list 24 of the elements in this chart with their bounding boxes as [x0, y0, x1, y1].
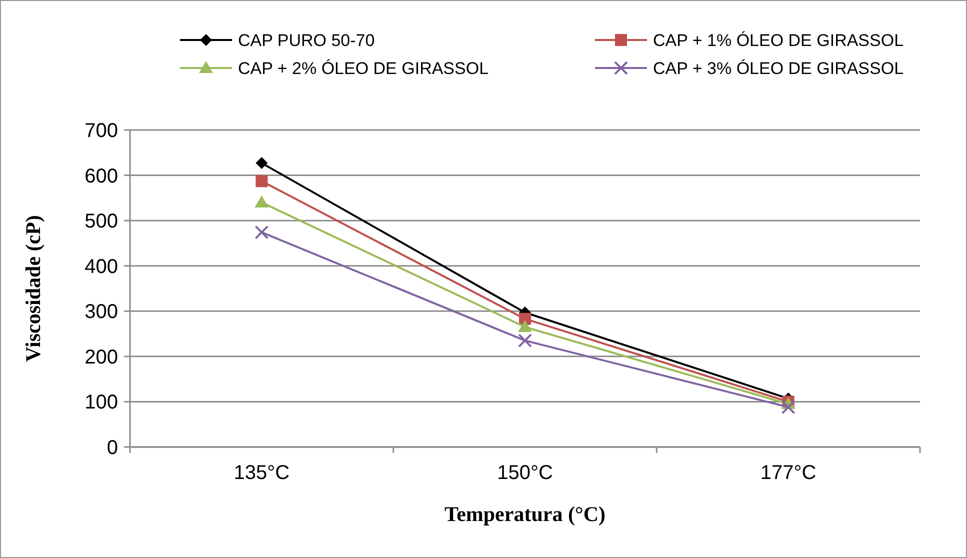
y-tick-label: 0	[106, 437, 118, 459]
legend-label: CAP + 1% ÓLEO DE GIRASSOL	[653, 30, 904, 50]
point	[256, 157, 268, 170]
y-tick-label: 100	[84, 392, 118, 414]
legend-label: CAP PURO 50-70	[238, 30, 375, 50]
legend-label: CAP + 3% ÓLEO DE GIRASSOL	[653, 58, 904, 78]
x-axis-title: Temperatura (°C)	[444, 502, 606, 526]
x-tick-label: 150°C	[497, 462, 553, 484]
point	[254, 225, 269, 240]
point	[256, 175, 268, 188]
point	[518, 320, 532, 332]
x-tick-label: 135°C	[234, 462, 290, 484]
x-tick-label: 177°C	[760, 462, 816, 484]
y-tick-label: 400	[84, 256, 118, 278]
point	[518, 334, 532, 348]
y-tick-label: 500	[84, 210, 118, 233]
y-tick-label: 200	[84, 346, 118, 368]
legend-label: CAP + 2% ÓLEO DE GIRASSOL	[238, 58, 489, 78]
y-tick-label: 700	[84, 120, 118, 142]
point	[254, 195, 269, 208]
y-tick-label: 300	[84, 301, 118, 324]
y-tick-label: 600	[84, 165, 118, 188]
y-axis-title: Viscosidade (cP)	[21, 215, 45, 362]
point	[781, 400, 796, 414]
